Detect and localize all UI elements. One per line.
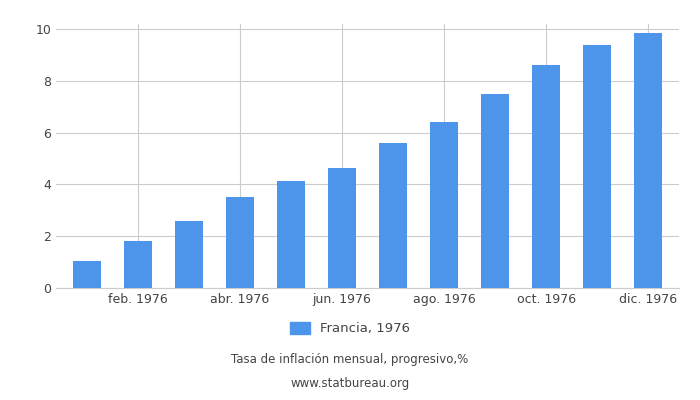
Bar [73, 261, 101, 288]
Bar [124, 242, 152, 288]
Text: Tasa de inflación mensual, progresivo,%: Tasa de inflación mensual, progresivo,% [232, 354, 468, 366]
Bar [583, 45, 611, 288]
Bar [226, 198, 254, 288]
Legend: Francia, 1976: Francia, 1976 [284, 316, 416, 340]
Bar [634, 33, 662, 288]
Bar [175, 221, 203, 288]
Bar [532, 66, 560, 288]
Text: www.statbureau.org: www.statbureau.org [290, 378, 410, 390]
Bar [481, 94, 509, 288]
Bar [379, 143, 407, 288]
Bar [430, 122, 458, 288]
Bar [328, 168, 356, 288]
Bar [277, 180, 305, 288]
